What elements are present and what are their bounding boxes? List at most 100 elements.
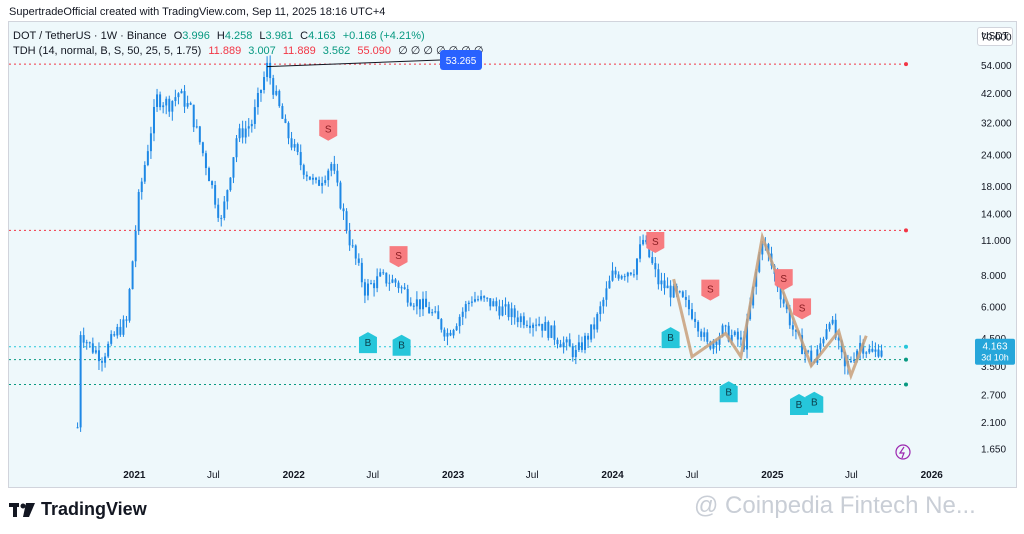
zigzag-line [672,231,868,381]
candle-body [345,211,348,231]
candle-body [253,107,256,124]
candle-body [217,204,220,218]
candle-body [452,330,455,336]
candle-body [241,128,244,138]
candle-body [330,163,333,171]
high-label: H [216,30,225,42]
candle-body [226,190,229,202]
candle-body [244,128,247,138]
candle-body [421,298,424,310]
candle-body [415,299,418,307]
candle-body [596,314,599,330]
candle-body [232,157,235,178]
buy-signal-marker [805,391,824,413]
candle-body [360,262,363,283]
x-tick-label: 2021 [123,470,146,481]
candle-body [822,338,825,344]
candle-body [571,346,574,358]
candle-body [859,342,862,351]
candle-body [174,97,177,102]
buy-signal-label: B [796,400,803,411]
candle-body [681,291,684,297]
candle-body [434,311,437,313]
candle-body [208,168,211,182]
candle-body [700,331,703,337]
y-tick-label: 11.000 [981,236,1011,247]
candle-body [538,323,541,326]
low-label: L [259,30,266,42]
candle-body [825,329,828,339]
candle-body [532,324,535,328]
candle-body [654,263,657,270]
candle-body [376,276,379,289]
candle-body [370,283,373,285]
indicator-name[interactable]: TDH (14, normal, B, S, 50, 25, 5, 1.75) [13,45,202,57]
candle-body [544,322,547,331]
candle-body [327,170,330,181]
candle-body [443,329,446,337]
sell-signal-marker [793,298,812,320]
candle-body [366,283,369,296]
y-tick-label: 6.000 [981,303,1006,314]
candle-body [140,181,143,193]
candle-body [391,279,394,283]
candle-body [507,304,510,318]
candle-body [104,356,107,363]
candle-body [403,287,406,290]
candle-body [339,182,342,209]
y-tick-label: 32.000 [981,119,1012,130]
candle-body [168,98,171,112]
candle-body [580,342,583,350]
candle-body [739,337,742,340]
peak-connector [267,59,441,68]
candle-body [302,165,305,175]
candle-body [394,279,397,283]
candle-body [620,276,623,279]
candle-body [632,274,635,276]
candle-body [657,269,660,285]
candle-body [761,243,764,255]
candle-body [669,285,672,298]
candle-body [837,337,840,341]
level-dot-3 [904,382,908,387]
y-tick-label: 42.000 [981,89,1012,100]
candle-body [483,296,486,298]
indicator-value-2: 3.007 [248,45,276,57]
candle-body [577,342,580,350]
candle-body [678,291,681,293]
candle-body [574,349,577,358]
candle-body [458,316,461,327]
candle-body [183,91,186,107]
candle-body [648,242,651,258]
candle-body [149,133,152,152]
sell-signal-label: S [395,251,402,262]
candle-body [256,92,259,108]
candle-body [525,324,528,326]
candle-body [266,62,269,78]
sell-signal-marker [701,279,720,301]
indicator-value-4: 3.562 [322,45,351,57]
x-tick-label: 2026 [921,470,944,481]
candle-body [113,334,116,336]
sell-signal-label: S [799,303,806,314]
candle-body [406,289,409,303]
candle-body [535,324,538,326]
candle-body [180,91,183,94]
candle-body [853,359,856,361]
created-by-text: SupertradeOfficial created with TradingV… [9,6,386,18]
candle-body [388,282,391,284]
candle-body [510,308,513,318]
candle-body [642,239,645,245]
candle-body [464,304,467,312]
tradingview-logo[interactable]: TradingView [9,499,147,520]
watermark: @ Coinpedia Fintech Ne... [694,492,976,519]
candle-body [849,360,852,362]
candle-body [541,323,544,331]
candle-body [269,62,272,79]
candle-body [354,245,357,259]
currency-button[interactable]: USDT [977,27,1013,46]
symbol-name[interactable]: DOT / TetherUS · 1W · Binance [13,30,167,42]
candle-body [856,350,859,360]
candle-body [629,272,632,275]
buy-signal-marker [392,334,411,356]
